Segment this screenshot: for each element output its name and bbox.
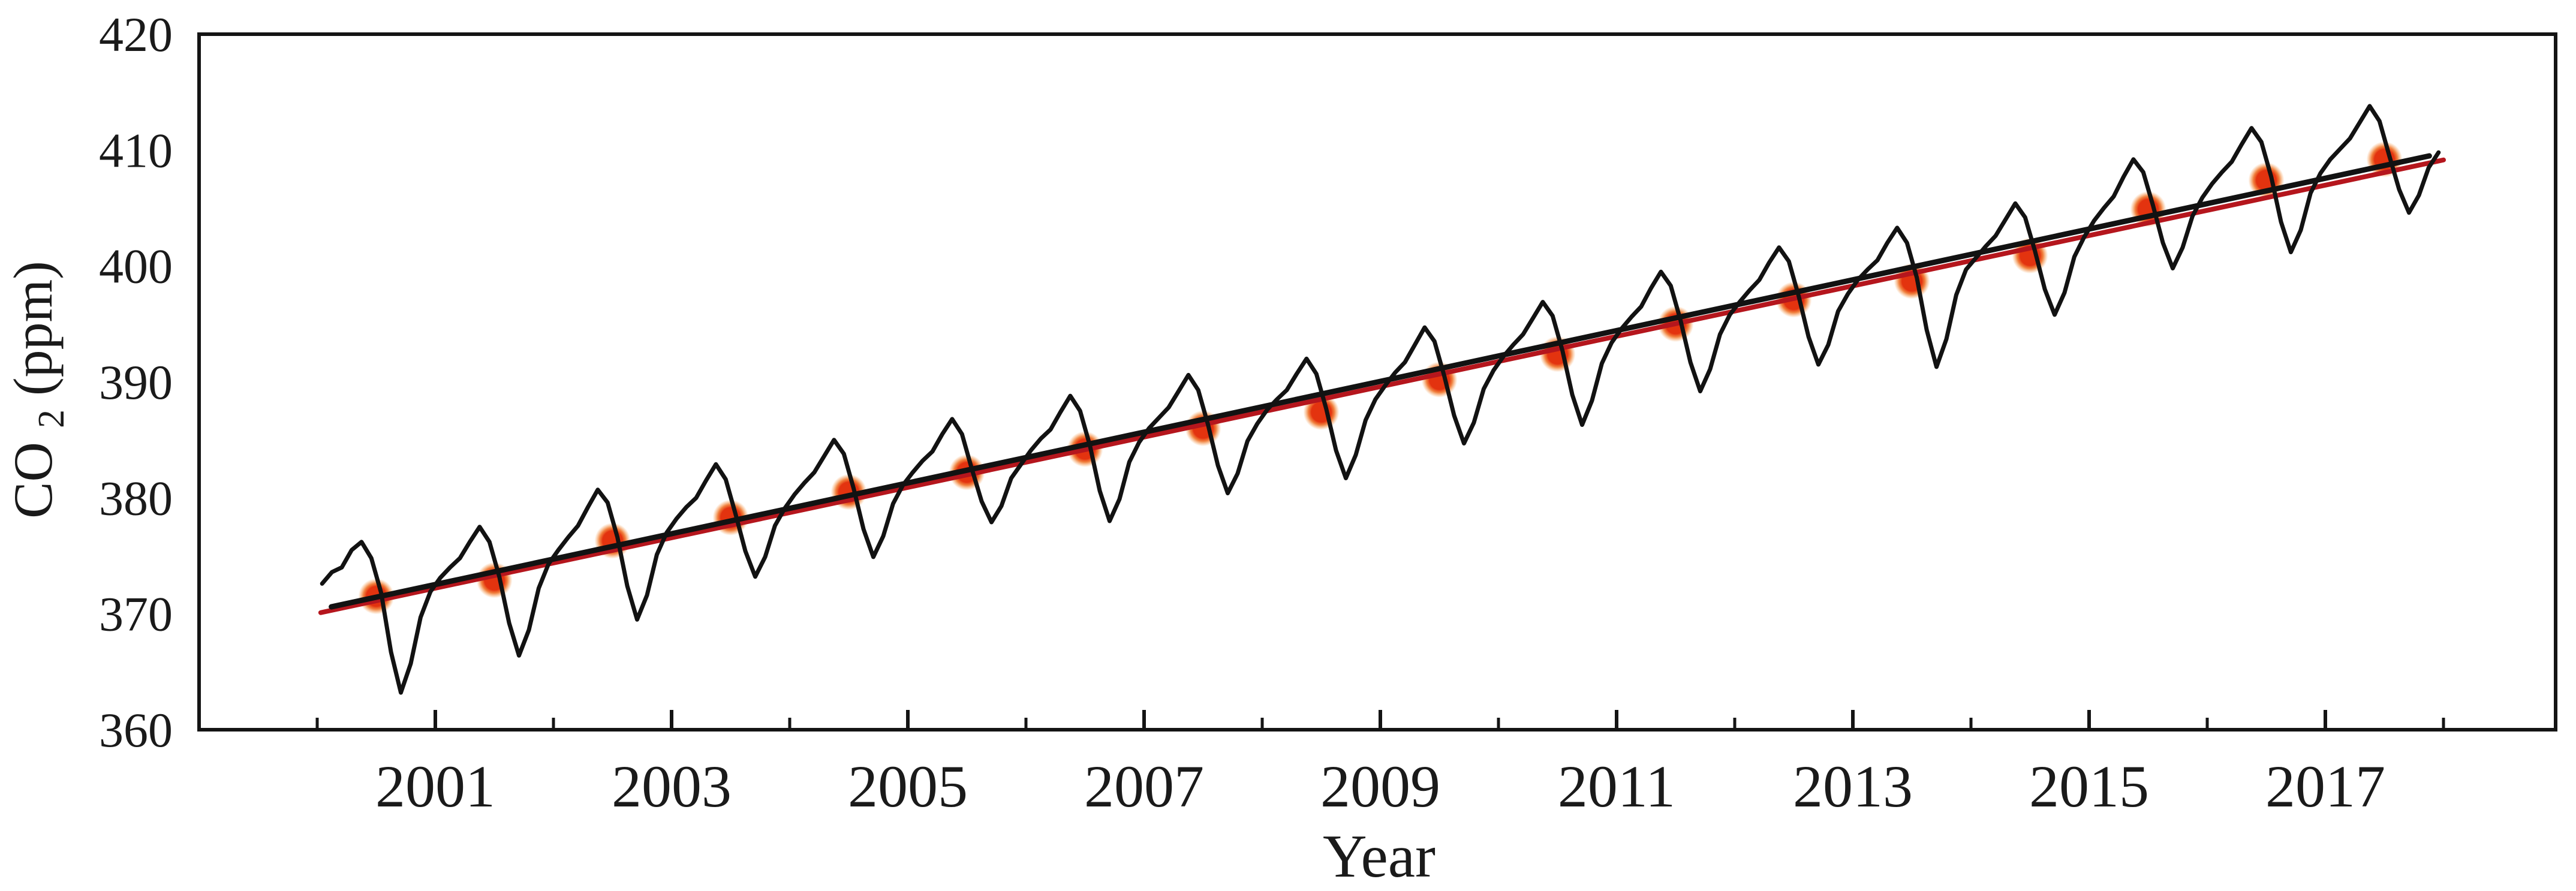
x-tick-label: 2005	[848, 753, 968, 820]
x-axis-title: Year	[1323, 823, 1436, 890]
x-tick-label: 2007	[1084, 753, 1204, 820]
y-tick-label: 360	[99, 703, 173, 757]
y-axis-title: CO 2 (ppm)	[2, 261, 76, 519]
x-tick-label: 2013	[1793, 753, 1913, 820]
y-axis-title-subscript: 2	[31, 410, 72, 428]
y-tick-label: 380	[99, 471, 173, 525]
black-trend-line	[329, 153, 2432, 610]
x-tick-label: 2015	[2029, 753, 2149, 820]
y-tick-label: 400	[99, 239, 173, 294]
y-axis-title-units: (ppm)	[2, 261, 64, 396]
plot-area: 2001 2003 2005 2007 2009 2011 2013 2015 2017 360 3…	[99, 7, 2557, 820]
monthly-co2-line	[320, 104, 2441, 695]
x-tick-label: 2001	[375, 753, 495, 820]
plot-frame	[197, 32, 2557, 732]
y-axis-title-main: CO	[2, 442, 64, 519]
x-tick-label: 2017	[2265, 753, 2385, 820]
x-tick-label: 2011	[1558, 753, 1675, 820]
y-tick-label: 410	[99, 123, 173, 177]
y-tick-label: 420	[99, 7, 173, 62]
x-tick-label: 2009	[1320, 753, 1440, 820]
y-tick-label: 370	[99, 587, 173, 642]
x-tick-label: 2003	[612, 753, 732, 820]
y-tick-label: 390	[99, 355, 173, 410]
